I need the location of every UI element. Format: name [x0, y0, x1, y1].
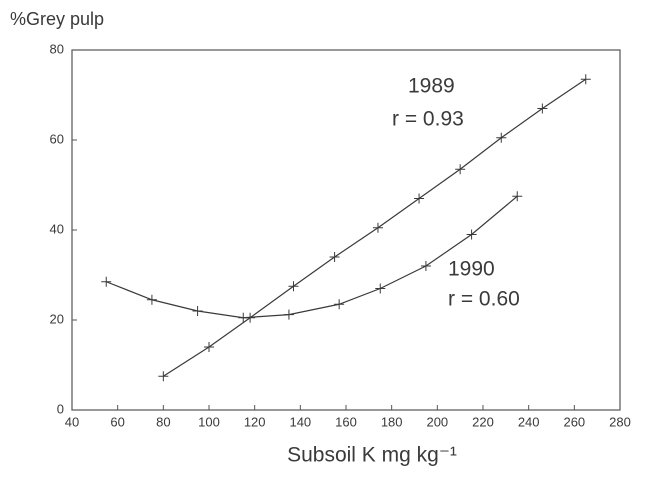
- y-tick-label: 20: [50, 311, 64, 326]
- x-axis-label: Subsoil K mg kg⁻¹: [287, 444, 457, 467]
- annotation: r = 0.60: [448, 288, 520, 311]
- data-point: [455, 164, 466, 175]
- series-line: [106, 195, 518, 319]
- data-point: [146, 294, 157, 305]
- data-point: [101, 276, 112, 287]
- x-tick-label: 140: [289, 414, 311, 429]
- data-point: [334, 299, 345, 310]
- x-tick-label: 120: [244, 414, 266, 429]
- data-point: [496, 132, 507, 143]
- data-point: [375, 283, 386, 294]
- data-point: [580, 74, 591, 85]
- data-point: [158, 371, 169, 382]
- data-point: [192, 306, 203, 316]
- annotation: r = 0.93: [392, 108, 464, 131]
- data-point: [329, 252, 340, 262]
- data-point: [414, 193, 425, 204]
- data-point: [537, 103, 548, 114]
- x-tick-label: 280: [609, 414, 631, 429]
- data-point: [512, 191, 523, 202]
- y-axis-label: %Grey pulp: [10, 9, 104, 29]
- x-tick-label: 100: [198, 414, 220, 429]
- x-tick-label: 240: [518, 414, 540, 429]
- data-point: [420, 261, 431, 271]
- x-tick-label: 220: [472, 414, 494, 429]
- series-label: 1989: [408, 75, 455, 98]
- data-point: [372, 222, 383, 233]
- data-point: [283, 309, 294, 320]
- x-tick-label: 80: [156, 414, 170, 429]
- x-tick-label: 60: [110, 414, 124, 429]
- data-point: [238, 312, 249, 323]
- x-tick-label: 180: [381, 414, 403, 429]
- x-tick-label: 200: [426, 414, 448, 429]
- data-point: [204, 342, 214, 352]
- y-tick-label: 60: [50, 131, 64, 146]
- y-tick-label: 40: [50, 221, 64, 236]
- data-point: [466, 229, 477, 240]
- x-tick-label: 160: [335, 414, 357, 429]
- x-tick-label: 260: [563, 414, 585, 429]
- plot-frame: [71, 49, 621, 411]
- y-tick-label: 80: [50, 41, 64, 56]
- series-label: 1990: [448, 258, 495, 281]
- data-point: [288, 281, 299, 292]
- y-tick-label: 0: [57, 401, 64, 416]
- x-tick-label: 40: [65, 414, 79, 429]
